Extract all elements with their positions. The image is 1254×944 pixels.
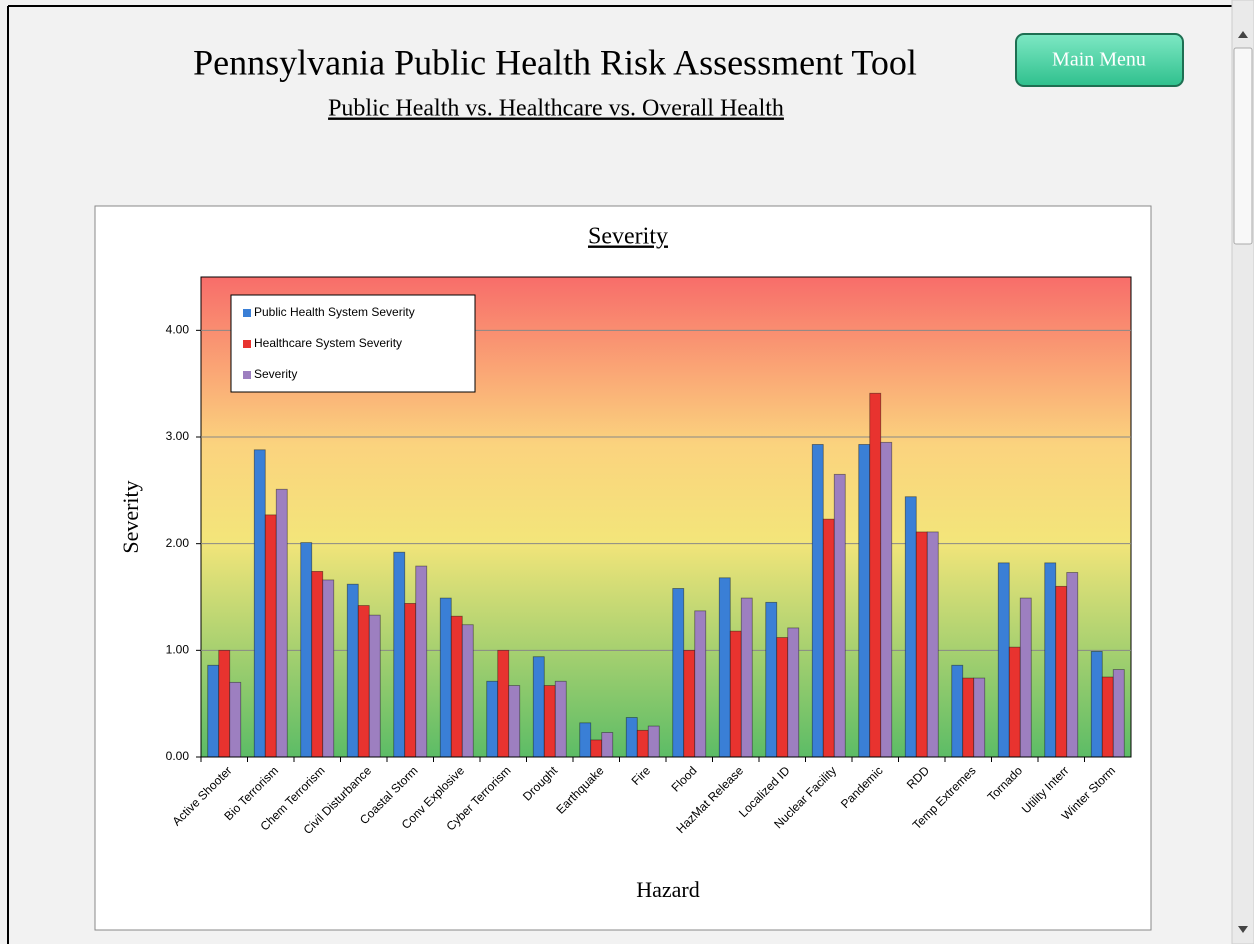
bar (740, 597, 753, 758)
bar (264, 514, 277, 758)
bar (543, 685, 556, 758)
main-menu-button[interactable]: Main Menu (1015, 33, 1184, 87)
bar (532, 656, 545, 758)
legend-label: Severity (254, 367, 297, 381)
bar (601, 732, 614, 758)
page-subtitle: Public Health vs. Healthcare vs. Overall… (328, 96, 784, 122)
scroll-down[interactable] (1238, 926, 1248, 933)
legend-swatch (243, 371, 251, 379)
bar (811, 444, 824, 758)
bar (218, 649, 231, 758)
bar (787, 627, 800, 758)
bar (415, 565, 428, 758)
bar (590, 739, 603, 758)
bar (1101, 676, 1114, 758)
bar (275, 488, 288, 758)
bar (486, 680, 499, 758)
bar (322, 579, 335, 758)
bar (858, 444, 871, 758)
button-label[interactable]: Main Menu (1052, 49, 1146, 71)
bar (508, 685, 521, 758)
bar (229, 681, 242, 758)
bar (822, 518, 835, 758)
bar (461, 624, 474, 758)
button-face[interactable] (1015, 33, 1184, 87)
bar (368, 614, 381, 758)
bar (636, 729, 649, 758)
bar (694, 610, 707, 758)
bar (926, 531, 939, 758)
bar (915, 531, 928, 758)
bar (450, 615, 463, 758)
bar (718, 577, 731, 758)
y-tick-label: 0.00 (166, 749, 190, 763)
legend-label: Public Health System Severity (254, 305, 415, 319)
scroll-up[interactable] (1238, 31, 1248, 38)
legend-box (230, 294, 476, 393)
bar (393, 551, 406, 758)
bar (729, 630, 742, 758)
bar (1112, 669, 1125, 758)
bar (765, 601, 778, 758)
y-axis-title: Severity (118, 480, 143, 553)
bar (647, 725, 660, 758)
y-tick-label: 1.00 (166, 643, 190, 657)
y-tick-label: 2.00 (166, 536, 190, 550)
bar (300, 542, 313, 758)
y-tick-label: 3.00 (166, 429, 190, 443)
legend-swatch (243, 340, 251, 348)
legend-label: Healthcare System Severity (254, 336, 402, 350)
bar (346, 583, 359, 758)
bar (962, 677, 975, 758)
bar (869, 392, 882, 758)
bar (1019, 597, 1032, 758)
bar (554, 680, 567, 758)
bar (497, 649, 510, 758)
bar (1044, 562, 1057, 758)
bar (672, 588, 685, 758)
bar (951, 664, 964, 758)
x-axis-title: Hazard (636, 877, 700, 902)
bar (311, 571, 324, 758)
bar (833, 473, 846, 758)
chart-title: Severity (588, 224, 668, 250)
bar (904, 496, 917, 758)
bar (776, 637, 789, 758)
bar (579, 722, 592, 758)
bar (683, 649, 696, 758)
bar (880, 441, 893, 758)
legend-swatch (243, 309, 251, 317)
bar (253, 449, 266, 758)
bar (404, 603, 417, 758)
page-title: Pennsylvania Public Health Risk Assessme… (193, 42, 917, 82)
bar (973, 677, 986, 758)
bar (1066, 572, 1079, 758)
bar (625, 717, 638, 758)
bar (357, 605, 370, 758)
scroll-thumb[interactable] (1233, 47, 1253, 245)
bar (1090, 651, 1103, 758)
bar (1008, 646, 1021, 758)
bar (997, 562, 1010, 758)
y-tick-label: 4.00 (166, 323, 190, 337)
bar (439, 597, 452, 758)
bar (207, 664, 220, 758)
bar (1055, 585, 1068, 758)
